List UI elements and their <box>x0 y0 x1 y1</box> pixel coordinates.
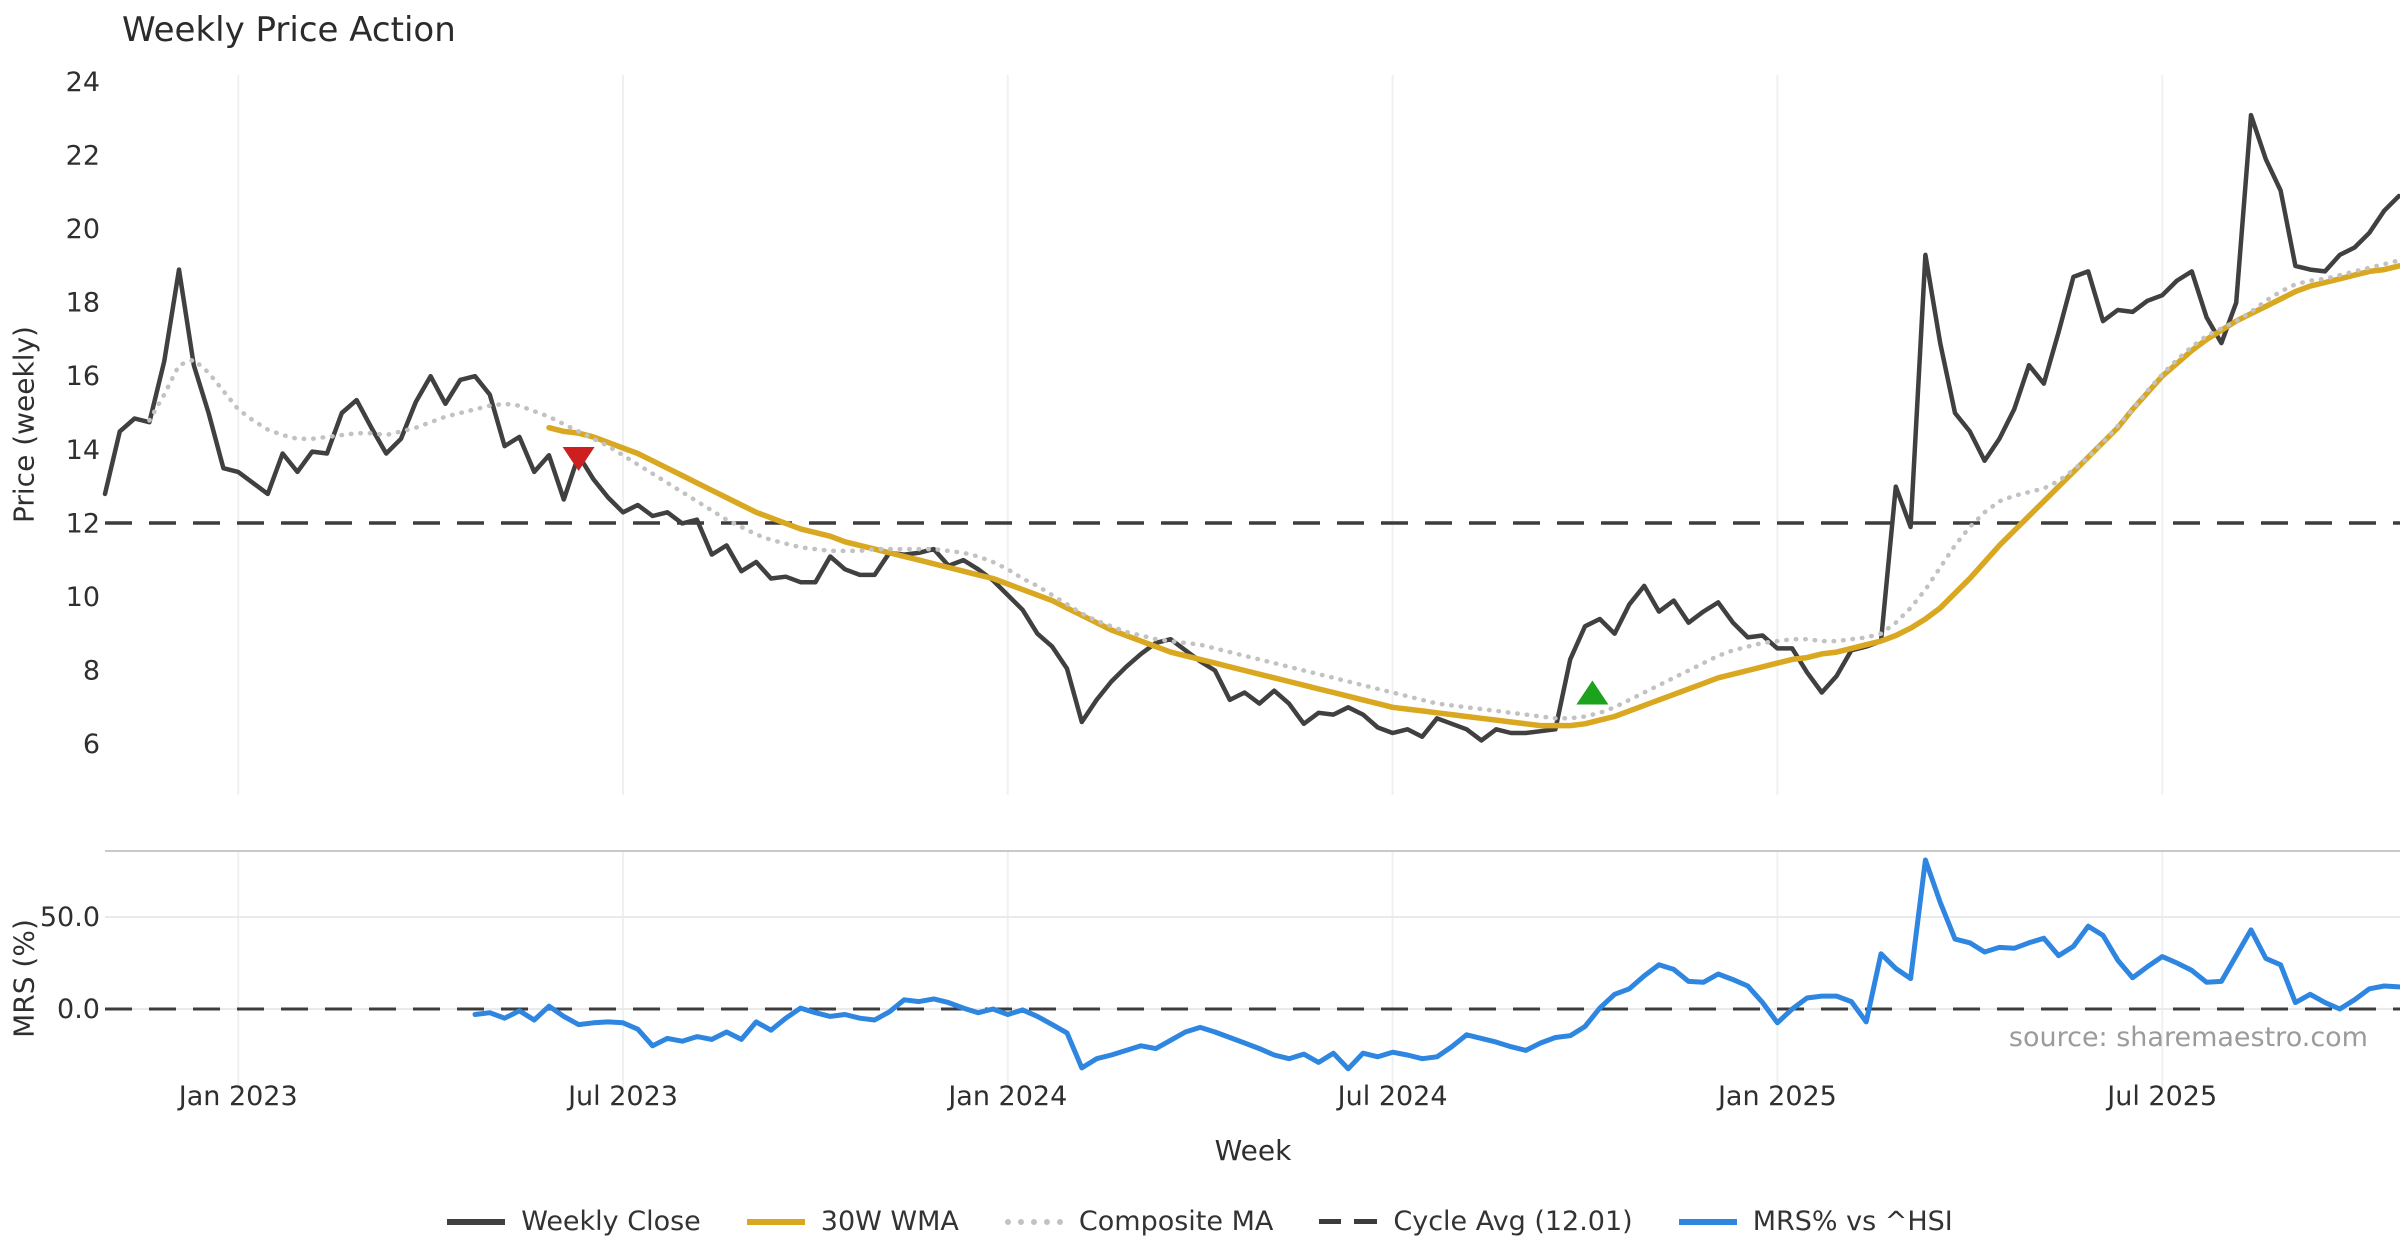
price-y-tick: 6 <box>83 729 100 760</box>
legend-label: Cycle Avg (12.01) <box>1393 1206 1633 1237</box>
x-tick: Jan 2025 <box>1716 1081 1837 1112</box>
price-y-tick: 10 <box>66 582 100 613</box>
wma-legend-swatch <box>746 1218 805 1225</box>
x-tick: Jul 2025 <box>2105 1081 2217 1112</box>
legend-label: 30W WMA <box>820 1206 959 1237</box>
price-y-tick: 16 <box>66 361 100 392</box>
x-tick: Jul 2024 <box>1336 1081 1448 1112</box>
x-tick: Jan 2024 <box>946 1081 1067 1112</box>
composite-legend-swatch <box>1004 1218 1063 1225</box>
x-tick: Jul 2023 <box>566 1081 678 1112</box>
close-legend-swatch <box>447 1218 506 1225</box>
source-credit: source: sharemaestro.com <box>2008 1022 2368 1053</box>
cycle-legend-swatch <box>1319 1219 1378 1224</box>
price-y-tick: 22 <box>66 141 100 172</box>
mrs-y-tick: 50.0 <box>40 902 100 933</box>
wma-30w-line <box>546 263 2400 729</box>
gridlines <box>237 75 2164 1095</box>
legend-item-cycle: Cycle Avg (12.01) <box>1319 1206 1633 1237</box>
price-y-tick: 18 <box>66 288 100 319</box>
legend-item-mrs: MRS% vs ^HSI <box>1678 1206 1953 1237</box>
axis-tick-labels: 24 22 20 18 16 14 12 10 8 6 50.0 0.0 Jan 2023 Jul 202… <box>40 67 2217 1112</box>
x-tick: Jan 2023 <box>177 1081 298 1112</box>
mrs-legend-swatch <box>1678 1218 1737 1225</box>
mrs-line <box>472 857 2400 1072</box>
price-y-tick: 14 <box>66 435 100 466</box>
price-panel <box>102 112 2400 743</box>
legend-label: Composite MA <box>1078 1206 1274 1237</box>
x-axis-label: Week <box>1214 1134 1292 1167</box>
price-y-axis-label: Price (weekly) <box>7 326 41 523</box>
sell-signal-marker <box>562 446 595 471</box>
mrs-y-tick: 0.0 <box>57 994 100 1025</box>
composite-ma-line <box>147 258 2400 721</box>
weekly-close-line <box>102 112 2400 743</box>
legend-item-wma: 30W WMA <box>746 1206 959 1237</box>
chart-title: Weekly Price Action <box>122 10 456 50</box>
price-y-tick: 24 <box>66 67 100 98</box>
buy-signal-marker <box>1576 680 1609 705</box>
mrs-panel <box>105 850 2400 1072</box>
legend-label: Weekly Close <box>521 1206 701 1237</box>
price-y-tick: 20 <box>66 214 100 245</box>
legend-item-composite: Composite MA <box>1004 1206 1274 1237</box>
mrs-y-axis-label: MRS (%) <box>7 919 41 1038</box>
legend-label: MRS% vs ^HSI <box>1752 1206 1953 1237</box>
price-y-tick: 8 <box>83 655 100 686</box>
legend: Weekly Close 30W WMA Composite MA Cycle Avg… <box>0 1206 2400 1237</box>
legend-item-close: Weekly Close <box>447 1206 701 1237</box>
price-y-tick: 12 <box>66 508 100 539</box>
